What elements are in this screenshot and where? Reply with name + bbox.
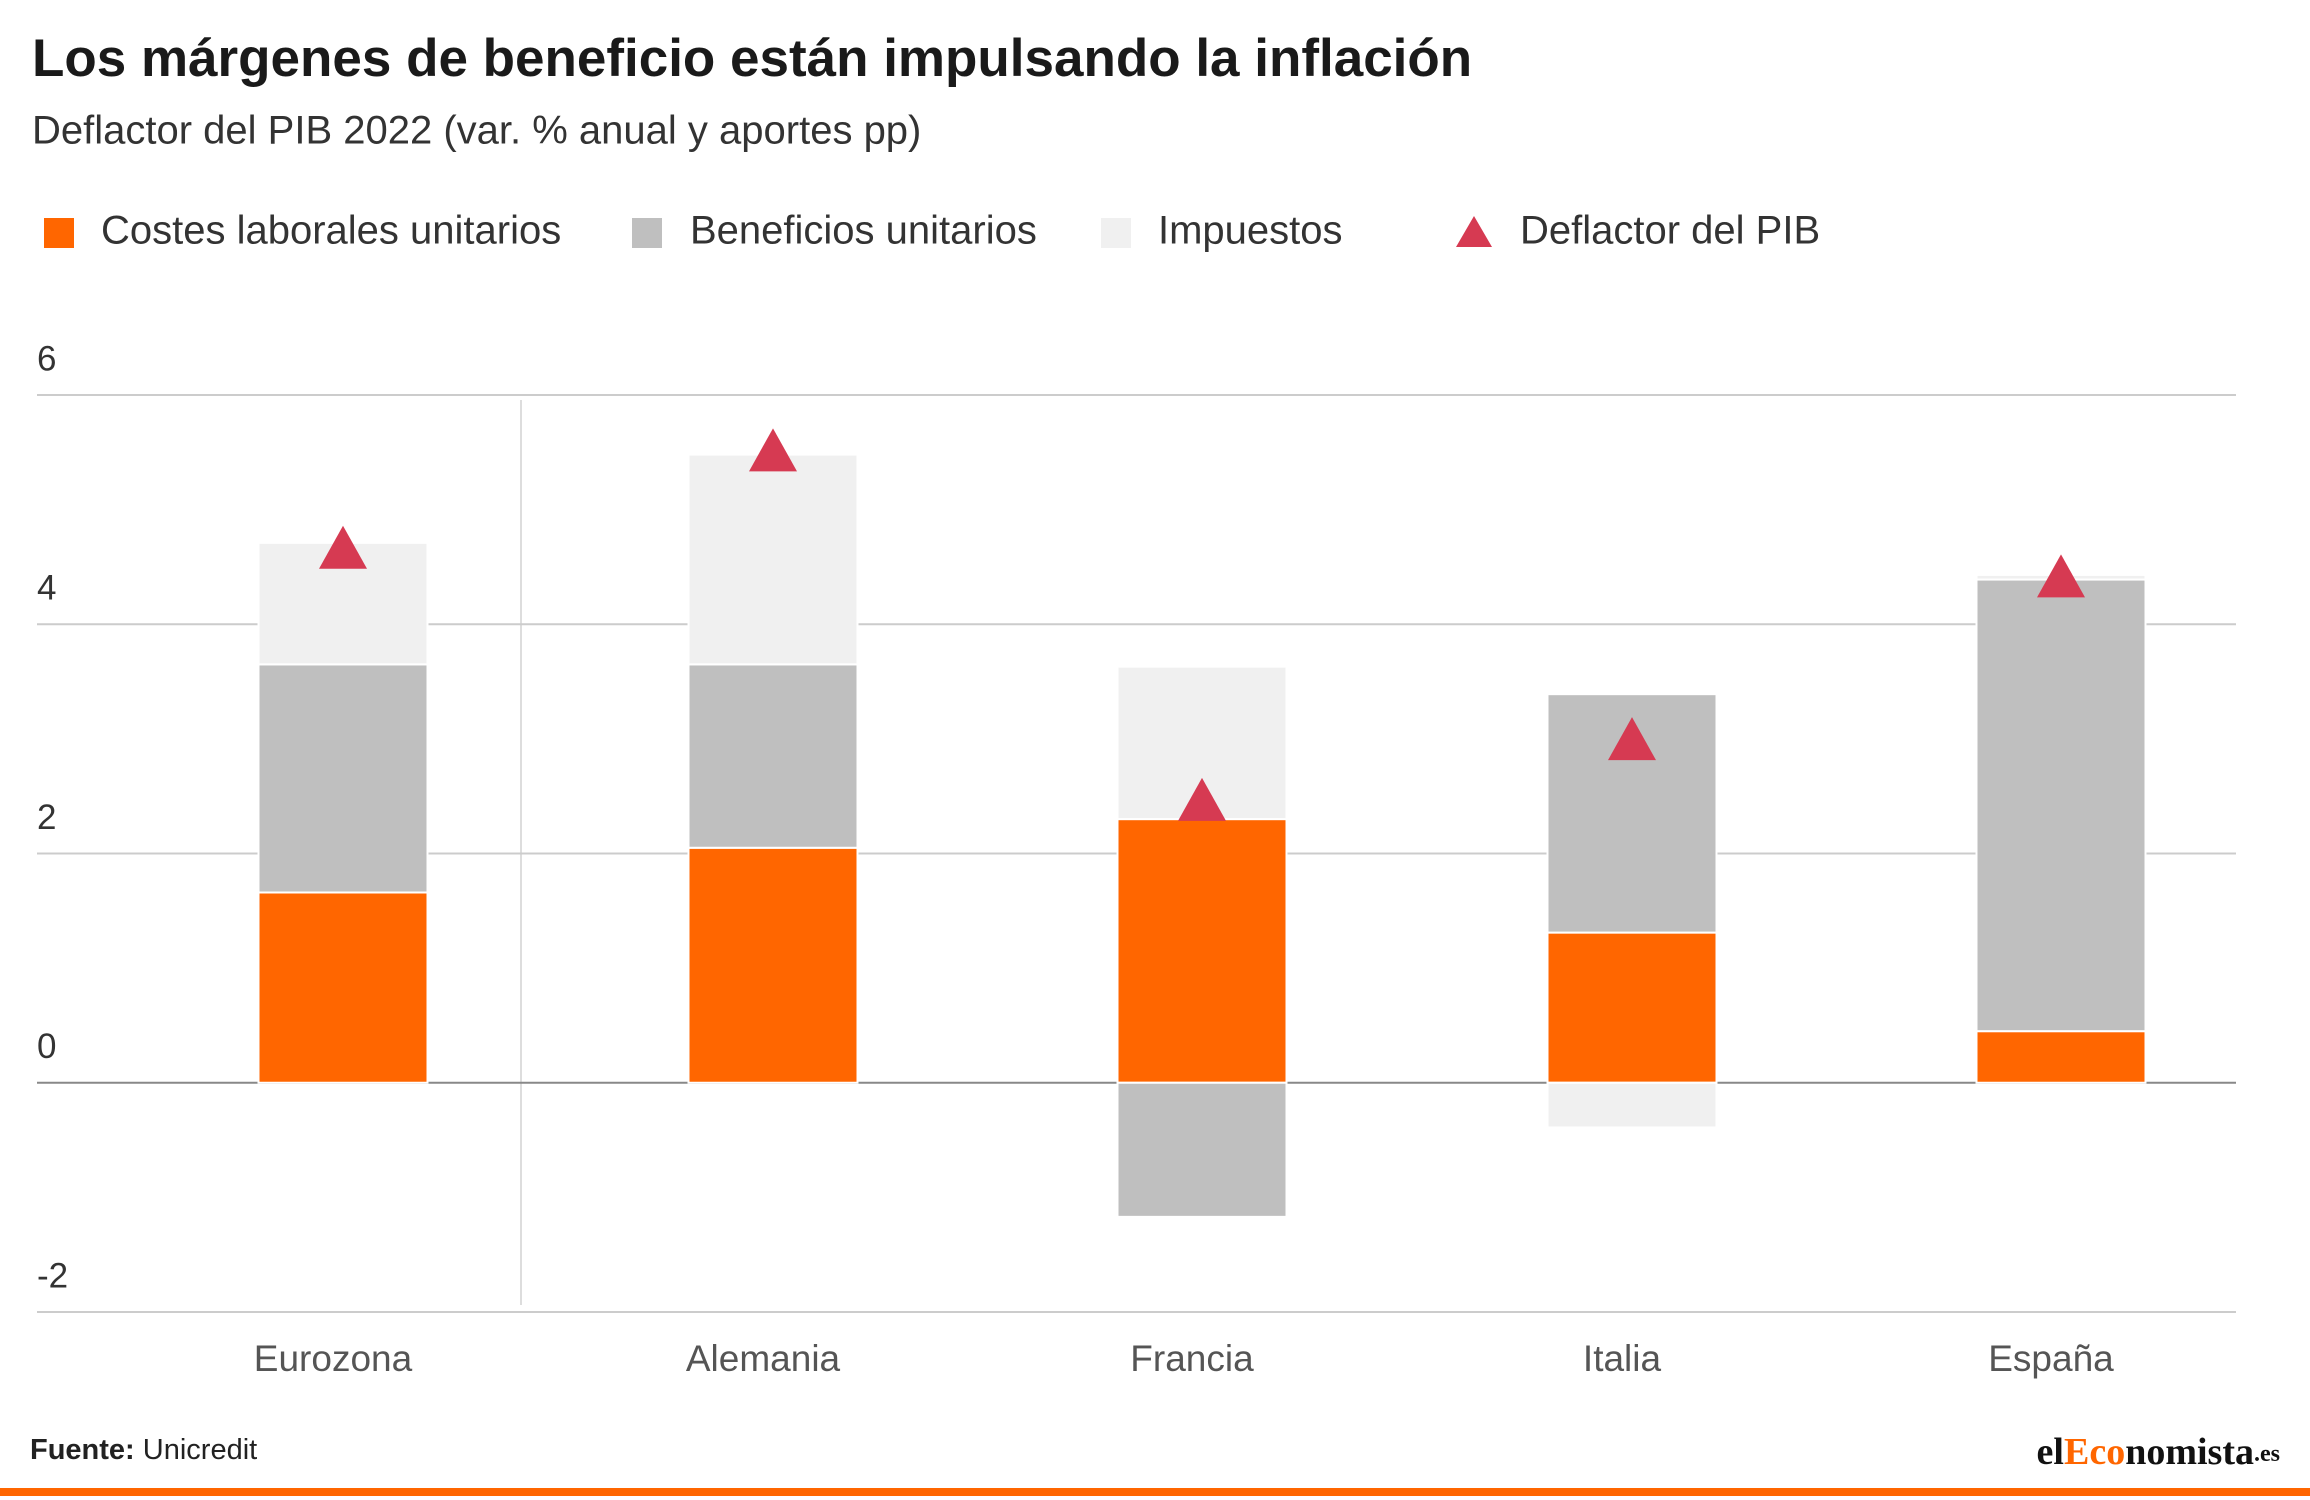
chart-title: Los márgenes de beneficio están impulsan… (32, 29, 1472, 88)
bar-segment (1546, 1081, 1718, 1129)
y-tick-label: 0 (37, 1027, 56, 1066)
bar-segment (687, 663, 859, 849)
footer-bar (0, 1488, 2310, 1496)
logo-part: .es (2254, 1441, 2280, 1467)
logo-part: el (2037, 1431, 2064, 1473)
legend-swatch (632, 218, 662, 248)
legend-marker (1456, 216, 1492, 247)
legend-swatch (1101, 218, 1131, 248)
deflator-marker (1178, 777, 1226, 821)
source-label: Fuente: (30, 1434, 135, 1466)
x-tick-label: Italia (1583, 1338, 1662, 1379)
bar-segment (1975, 1030, 2147, 1084)
x-tick-label: Francia (1130, 1338, 1254, 1379)
deflator-marker (1608, 717, 1656, 761)
source: Fuente: Unicredit (30, 1434, 257, 1466)
legend-label: Deflactor del PIB (1520, 209, 1820, 253)
bar-segment (1116, 818, 1288, 1084)
logo-part: nomista (2125, 1431, 2254, 1473)
bar-segment (257, 663, 429, 894)
logo-part: Eco (2064, 1431, 2125, 1473)
y-tick-label: -2 (37, 1256, 68, 1295)
source-text: Unicredit (143, 1434, 257, 1466)
x-tick-label: España (1988, 1338, 2114, 1379)
y-tick-label: 6 (37, 339, 56, 378)
bar-segment (257, 891, 429, 1084)
x-tick-label: Alemania (686, 1338, 841, 1379)
bar-segment (687, 846, 859, 1084)
bar-segment (1546, 931, 1718, 1084)
legend-label: Beneficios unitarios (690, 209, 1037, 253)
y-tick-label: 2 (37, 798, 56, 837)
logo: elEconomista.es (2037, 1431, 2280, 1473)
deflator-marker (749, 428, 797, 472)
legend-swatch (44, 218, 74, 248)
y-tick-label: 4 (37, 569, 56, 608)
legend-label: Costes laborales unitarios (101, 209, 561, 253)
deflator-marker (319, 525, 367, 569)
bar-segment (687, 453, 859, 666)
legend-label: Impuestos (1158, 209, 1343, 253)
x-tick-label: Eurozona (254, 1338, 413, 1379)
deflator-marker (2037, 554, 2085, 598)
chart-subtitle: Deflactor del PIB 2022 (var. % anual y a… (32, 109, 921, 153)
bar-segment (1975, 578, 2147, 1033)
bar-segment (1116, 1081, 1288, 1218)
